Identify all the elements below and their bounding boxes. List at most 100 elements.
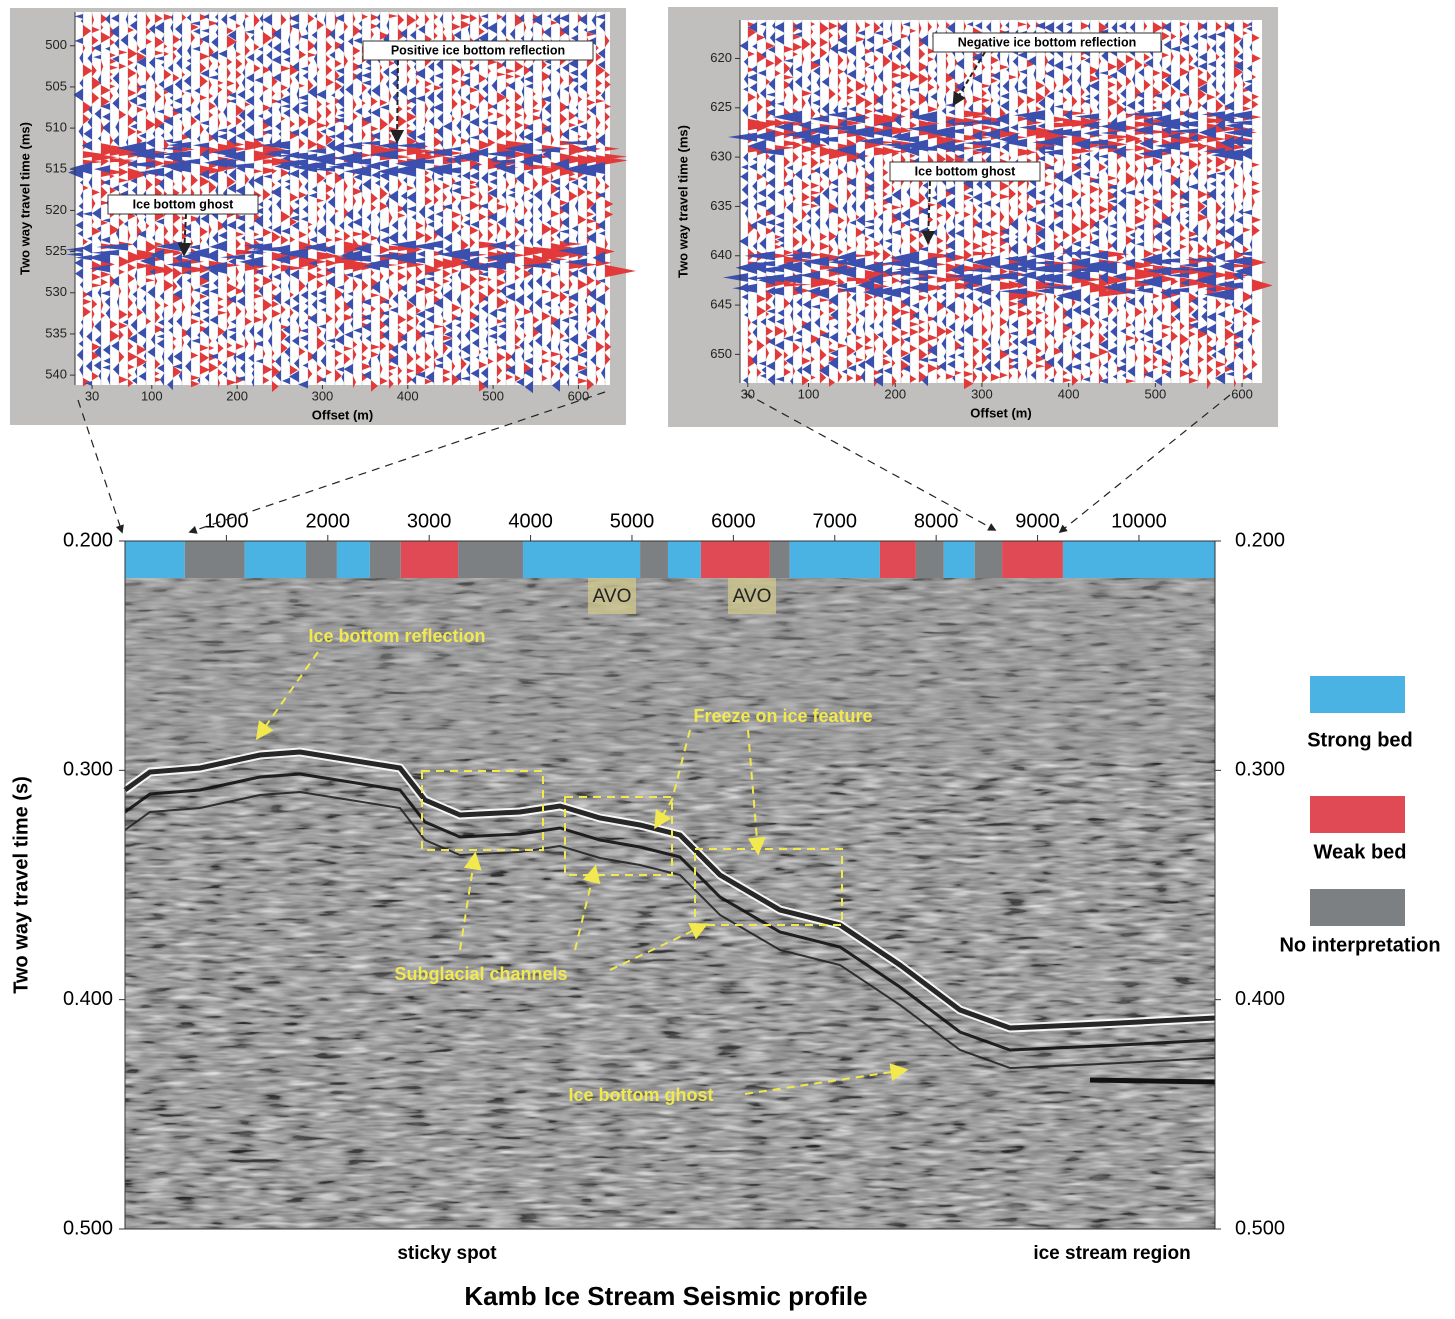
bed-segment [915,541,944,578]
bed-segment [125,541,185,578]
y-tick-label-right: 0.400 [1235,988,1285,1010]
y-tick-label: 520 [45,202,67,217]
annotation: Ice bottom ghost [569,1085,714,1105]
y-tick-label: 645 [710,297,732,312]
annotation-arrow [747,729,766,856]
seismic-noise [125,578,1215,1229]
y-tick-label: 620 [710,50,732,65]
x-axis-label: Offset (m) [970,405,1031,420]
annotation-arrow [654,729,691,830]
y-tick-label: 515 [45,161,67,176]
reflector [123,749,1216,1031]
x-tick-label: 300 [971,386,993,401]
annotation-lines [255,651,909,1095]
legend-label: Weak bed [1314,841,1407,863]
annotation-box [421,770,544,851]
annotation: Ice bottom ghost [915,164,1017,178]
x-tick-label: 8000 [914,510,959,532]
x-tick-label: 200 [226,388,248,403]
x-tick-label: 30 [85,388,99,403]
bed-segment [769,541,790,578]
annotation-box [889,161,1041,182]
bed-segment [640,541,668,578]
x-tick-label: 7000 [813,510,858,532]
y-tick-label: 650 [710,346,732,361]
bed-segment [943,541,975,578]
annotation: Ice bottom ghost [133,197,235,211]
x-tick-label: 1000 [204,510,249,532]
bed-segment [458,541,523,578]
annotation-arrow [574,864,601,951]
y-tick-label: 0.400 [63,988,113,1010]
x-axis-label: Offset (m) [312,407,373,422]
annotation-arrow [609,923,709,971]
connector-lines [77,391,1231,534]
y-tick-label: 540 [45,367,67,382]
bed-segment [184,541,245,578]
x-tick-label: 400 [1058,386,1080,401]
annotation: Positive ice bottom reflection [391,43,565,57]
annotation-box [932,32,1162,53]
x-tick-label: 3000 [407,510,452,532]
legend-label: No interpretation [1279,934,1440,956]
annotation-box [564,796,673,876]
annotation-arrow [177,213,192,257]
x-tick-label: 600 [1231,386,1253,401]
x-tick-label: 10000 [1111,510,1167,532]
ghost-reflector [1089,1077,1216,1085]
annotation: Negative ice bottom reflection [958,35,1137,49]
bed-segment [305,541,337,578]
bed-segment [400,541,459,578]
y-tick-label: 535 [45,325,67,340]
upper-fade [125,578,1215,758]
avo-box [728,578,776,614]
y-tick-label: 525 [45,243,67,258]
bed-segment [667,541,701,578]
annotation: Ice bottom reflection [308,626,485,646]
legend-label: Strong bed [1307,729,1413,751]
avo-label: AVO [593,586,632,607]
reflector [124,772,1216,1052]
y-tick-label: 500 [45,37,67,52]
y-tick-label: 0.200 [63,529,113,551]
bed-segment [369,541,401,578]
annotation-arrow [459,851,482,951]
avo-label: AVO [733,586,772,607]
x-tick-label: 5000 [610,510,655,532]
x-tick-label: 400 [397,388,419,403]
avo-box [588,578,636,614]
y-tick-label-right: 0.300 [1235,759,1285,781]
x-tick-label: 300 [312,388,334,403]
y-tick-label: 510 [45,120,67,135]
bed-segment [1062,541,1215,578]
annotation-arrow [255,651,319,740]
annotation: Freeze on ice feature [693,706,872,726]
y-tick-label: 0.500 [63,1217,113,1239]
x-tick-label: 200 [884,386,906,401]
bed-segment [522,541,641,578]
y-tick-label: 630 [710,149,732,164]
annotation-box [362,40,594,61]
y-tick-label: 505 [45,78,67,93]
x-tick-label: 6000 [711,510,756,532]
x-tick-label: 600 [568,388,590,403]
y-tick-label-right: 0.200 [1235,529,1285,551]
legend-swatch [1310,676,1405,713]
bed-segment [789,541,880,578]
x-tick-label: 500 [1144,386,1166,401]
y-tick-label: 640 [710,247,732,262]
annotation-box [694,848,843,926]
annotation-arrow [952,51,986,107]
legend-swatch [1310,796,1405,833]
y-axis-label: Two way travel time (s) [10,776,32,993]
annotation-arrow [921,180,936,245]
chart-title: Kamb Ice Stream Seismic profile [464,1281,867,1311]
annotation: Subglacial channels [394,964,567,984]
y-tick-label: 635 [710,198,732,213]
y-tick-label: 625 [710,99,732,114]
bed-segment [336,541,370,578]
x-tick-label: 4000 [508,510,553,532]
x-tick-label: 100 [141,388,163,403]
annotation-box [107,194,259,215]
